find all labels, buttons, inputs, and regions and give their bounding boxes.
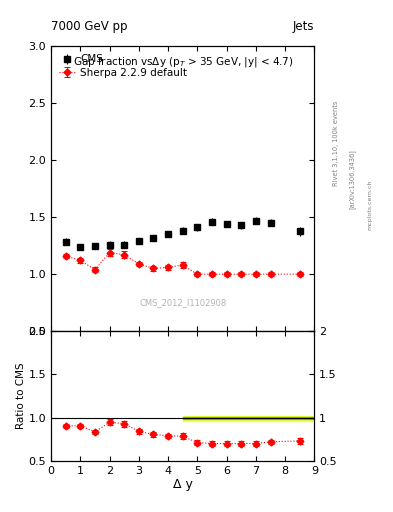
Text: CMS_2012_I1102908: CMS_2012_I1102908: [139, 298, 226, 307]
Text: Gap fraction vsΔy (p$_{T}$ > 35 GeV, |y| < 4.7): Gap fraction vsΔy (p$_{T}$ > 35 GeV, |y|…: [73, 55, 293, 69]
Text: [arXiv:1306.3436]: [arXiv:1306.3436]: [348, 150, 355, 209]
Text: Jets: Jets: [293, 20, 314, 33]
Text: Rivet 3.1.10, 100k events: Rivet 3.1.10, 100k events: [333, 101, 339, 186]
Text: mcplots.cern.ch: mcplots.cern.ch: [367, 180, 372, 230]
Legend: CMS, Sherpa 2.2.9 default: CMS, Sherpa 2.2.9 default: [56, 51, 190, 81]
Text: 7000 GeV pp: 7000 GeV pp: [51, 20, 128, 33]
X-axis label: Δ y: Δ y: [173, 478, 193, 492]
Y-axis label: Ratio to CMS: Ratio to CMS: [16, 362, 26, 430]
